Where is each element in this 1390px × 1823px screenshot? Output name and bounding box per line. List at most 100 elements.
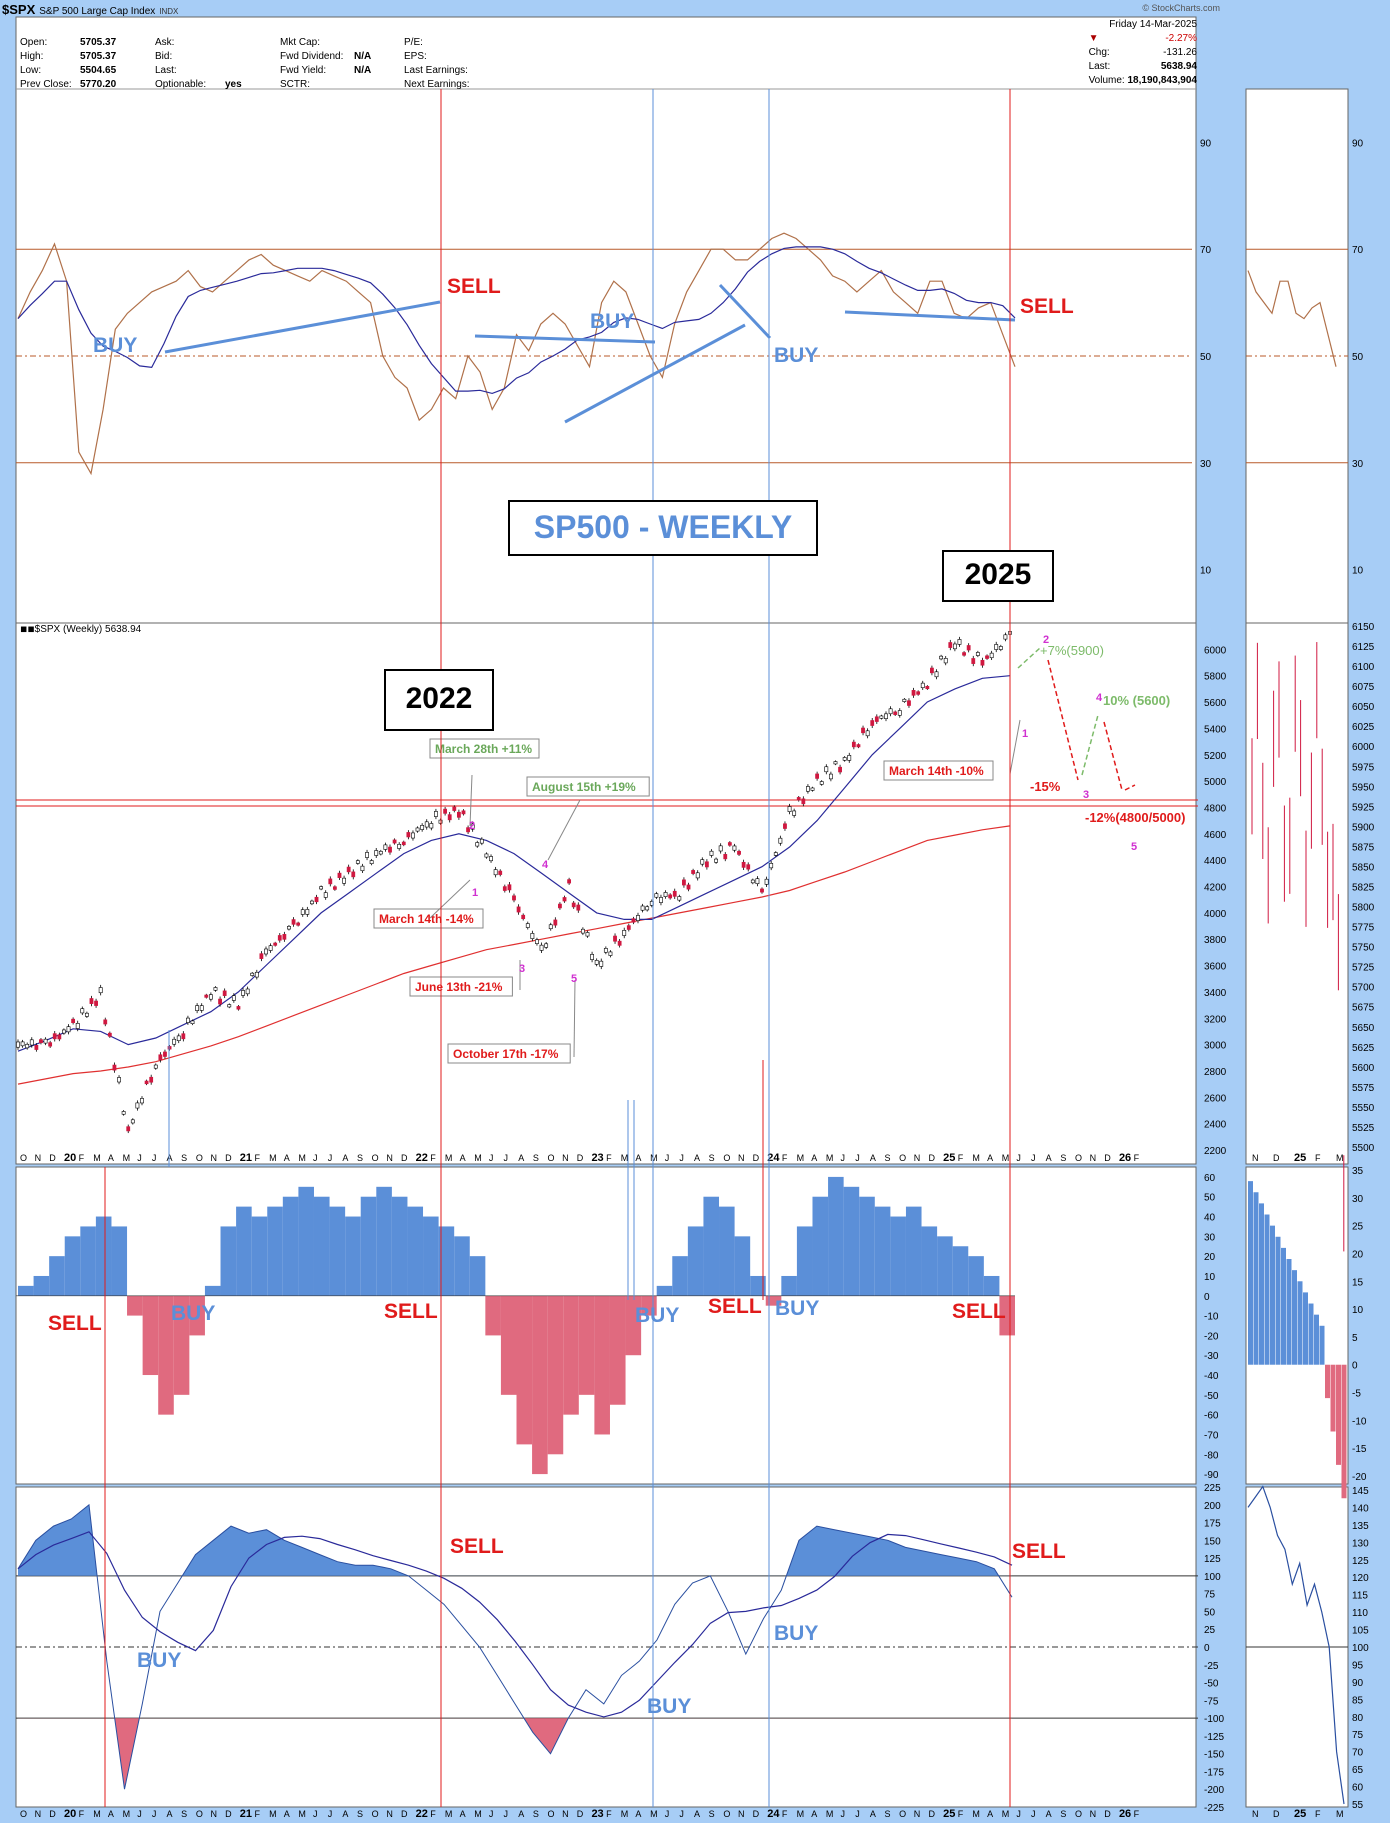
side-x-tick-bottom: M <box>1336 1809 1344 1819</box>
candle-body <box>911 690 916 696</box>
price-y-tick: 2200 <box>1204 1146 1227 1157</box>
x-tick: O <box>196 1153 203 1163</box>
candle-body <box>383 844 388 850</box>
osc-side-tick: 75 <box>1352 1730 1364 1741</box>
price-y-tick: 5800 <box>1204 672 1227 683</box>
candle-body <box>424 821 429 828</box>
x-tick-bottom: M <box>650 1809 658 1819</box>
candle-body <box>140 1098 144 1104</box>
hist-bar-negative <box>500 1295 517 1395</box>
year-2025-box: 2025 <box>942 550 1054 602</box>
osc-signal: SELL <box>450 1535 504 1558</box>
x-tick-bottom: M <box>445 1809 453 1819</box>
candle-body <box>378 850 383 855</box>
x-tick-bottom: O <box>20 1809 27 1819</box>
candle-body <box>447 814 452 821</box>
price-side-tick: 5925 <box>1352 802 1375 813</box>
candle-body <box>397 843 402 849</box>
candle-body <box>994 644 999 650</box>
x-tick-bottom: 20 <box>64 1808 76 1820</box>
x-tick-bottom: A <box>811 1809 817 1819</box>
candle-body <box>130 1119 135 1124</box>
x-tick: S <box>357 1153 363 1163</box>
hist-side-tick: -20 <box>1352 1472 1367 1483</box>
osc-signal: BUY <box>647 1695 691 1718</box>
candle-body <box>323 892 328 898</box>
quote-field: Last Earnings: <box>404 64 470 78</box>
x-tick-bottom: S <box>709 1809 715 1819</box>
price-side-tick: 5875 <box>1352 842 1375 853</box>
candle-body <box>952 643 957 650</box>
rsi-y-tick: 90 <box>1200 138 1212 149</box>
candle-body <box>893 711 898 715</box>
quote-col-3: Mkt Cap: Fwd Dividend: N/A Fwd Yield: N/A SCT… <box>280 36 371 92</box>
x-tick: J <box>489 1153 494 1163</box>
candle-body <box>80 1008 85 1014</box>
wave-label-2022: 4 <box>542 859 549 871</box>
x-tick-bottom: J <box>841 1809 846 1819</box>
rsi-trendline <box>718 283 772 340</box>
candle-body <box>149 1076 154 1083</box>
candle-body <box>989 652 994 659</box>
hist-bar-positive <box>313 1196 330 1296</box>
x-tick-bottom: M <box>123 1809 131 1819</box>
price-side-tick: 6125 <box>1352 642 1375 653</box>
candle-body <box>172 1038 177 1045</box>
candle-body <box>388 846 392 853</box>
candle-body <box>305 909 310 915</box>
price-side-tick: 5850 <box>1352 862 1375 873</box>
candle-body <box>714 858 718 863</box>
quote-field: EPS: <box>404 50 470 64</box>
candle-body <box>796 797 801 801</box>
x-tick: M <box>972 1153 980 1163</box>
title-box: SP500 - WEEKLY <box>508 500 818 556</box>
osc-side-tick: 110 <box>1352 1608 1368 1619</box>
price-y-tick: 4400 <box>1204 856 1227 867</box>
candle-body <box>218 998 222 1005</box>
candle-body <box>783 823 787 829</box>
rsi-y-tick: 70 <box>1200 245 1212 256</box>
quote-field: Low: 5504.65 <box>20 64 116 78</box>
price-side-tick: 5825 <box>1352 883 1375 894</box>
x-tick-bottom: A <box>284 1809 290 1819</box>
price-y-tick: 5200 <box>1204 751 1227 762</box>
forecast-arrow <box>1017 647 1041 669</box>
x-tick: S <box>1060 1153 1066 1163</box>
candle-body <box>631 918 636 923</box>
quote-label: Bid: <box>155 51 173 62</box>
rsi-trendline <box>474 334 656 344</box>
candle-body <box>677 896 682 901</box>
side-hist-bar <box>1336 1364 1341 1465</box>
candle-body <box>475 842 480 847</box>
wave-label-2025: 2 <box>1043 634 1049 646</box>
annotation-leader <box>547 799 581 861</box>
side-hist-bar <box>1253 1192 1259 1365</box>
down-triangle-icon: ▼ <box>1088 33 1099 44</box>
hist-bar-positive <box>983 1275 1000 1296</box>
x-tick: D <box>401 1153 408 1163</box>
candle-body <box>553 919 558 926</box>
wave-label-2025: 3 <box>1083 789 1089 801</box>
candle-body <box>975 652 980 656</box>
side-x-tick: M <box>1336 1153 1344 1163</box>
ma-40-line <box>17 675 1011 1052</box>
year-2022-box: 2022 <box>384 669 494 731</box>
candle-body <box>71 1018 76 1024</box>
volume-row: Volume: 18,190,843,904 <box>1088 75 1197 86</box>
candle-body <box>654 893 659 898</box>
x-tick: O <box>547 1153 554 1163</box>
quote-label: Ask: <box>155 37 175 48</box>
x-tick-bottom: O <box>372 1809 379 1819</box>
x-tick: J <box>504 1153 509 1163</box>
hist-side-tick: 15 <box>1352 1277 1364 1288</box>
candle-body <box>778 837 783 844</box>
candle-body <box>507 884 512 891</box>
hist-bar-positive <box>329 1206 346 1296</box>
candle-body <box>351 871 356 878</box>
price-y-tick: 3200 <box>1204 1014 1227 1025</box>
quote-field: Mkt Cap: <box>280 36 343 50</box>
hist-bar-positive <box>391 1196 408 1296</box>
x-tick-bottom: O <box>196 1809 203 1819</box>
quote-summary: Friday 14-Mar-2025 ▼ -2.27% Chg: -131.26 L… <box>1089 18 1197 88</box>
candle-body <box>360 865 365 872</box>
